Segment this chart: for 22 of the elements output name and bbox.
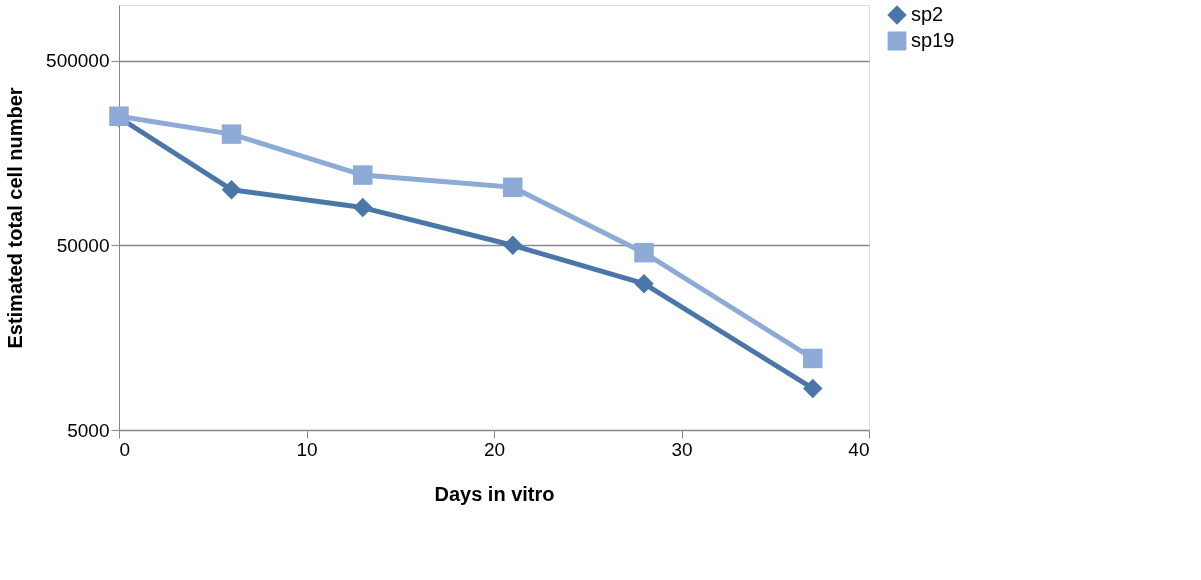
point bbox=[503, 177, 523, 198]
x-tick-label: 30 bbox=[671, 438, 693, 460]
y-tick-label: 500000 bbox=[46, 50, 110, 72]
x-axis-title: Days in vitro bbox=[434, 482, 555, 505]
x-tick-label: 20 bbox=[483, 438, 506, 460]
point bbox=[803, 378, 823, 399]
y-axis-title: Estimated total cell number bbox=[4, 87, 27, 349]
x-tick-label: 10 bbox=[296, 438, 318, 460]
point bbox=[353, 197, 373, 218]
legend-label: sp2 bbox=[911, 3, 944, 25]
y-tick-label: 5000 bbox=[67, 419, 110, 441]
y-tick-label: 50000 bbox=[56, 234, 110, 256]
point bbox=[221, 179, 242, 200]
point bbox=[353, 165, 373, 185]
point bbox=[503, 235, 523, 256]
x-tick-label: 0 bbox=[119, 438, 131, 460]
point bbox=[634, 242, 654, 263]
x-tick-label: 40 bbox=[848, 438, 870, 460]
point bbox=[634, 273, 654, 294]
point bbox=[221, 124, 242, 144]
point bbox=[803, 348, 823, 369]
legend-label: sp19 bbox=[911, 29, 955, 51]
